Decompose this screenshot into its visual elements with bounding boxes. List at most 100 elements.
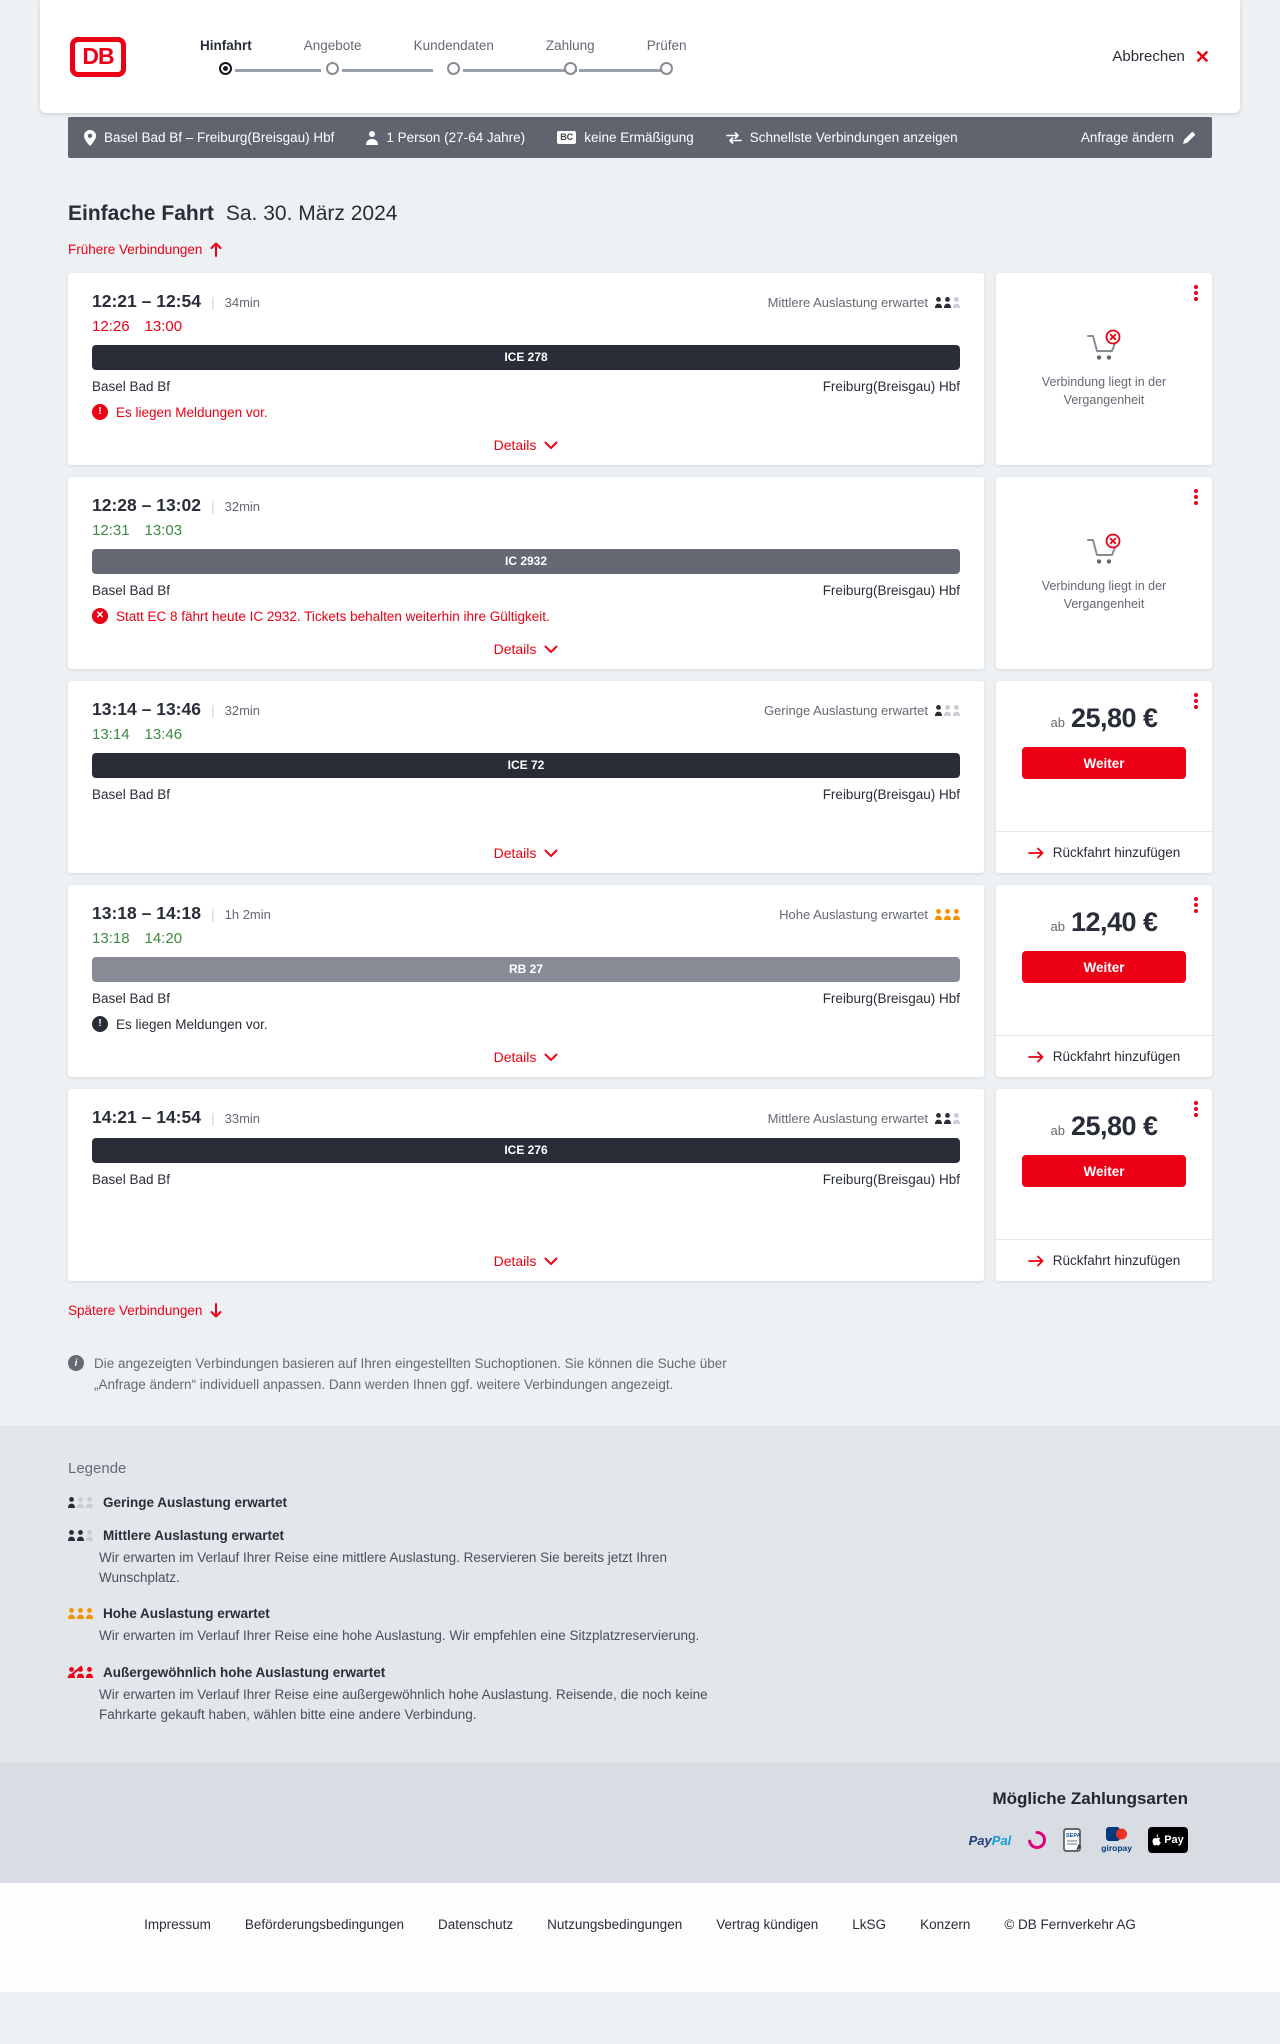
details-toggle[interactable]: Details xyxy=(494,629,559,657)
separator: | xyxy=(210,498,215,514)
discount-summary: BC keine Ermäßigung xyxy=(557,130,694,145)
realtime-time: 14:20 xyxy=(144,930,183,947)
earlier-connections-link[interactable]: Frühere Verbindungen xyxy=(68,242,222,257)
options-kebab-menu[interactable] xyxy=(1192,895,1200,915)
step-kundendaten[interactable]: Kundendaten xyxy=(388,38,578,75)
footer-link[interactable]: LkSG xyxy=(852,1917,887,1933)
connection-card[interactable]: 14:21 – 14:54 | 33min Mittlere Auslastun… xyxy=(68,1089,984,1281)
connection-message: ! Es liegen Meldungen vor. xyxy=(92,404,960,420)
arrow-right-icon xyxy=(1027,847,1044,858)
details-toggle[interactable]: Details xyxy=(494,833,559,861)
connection-message: ! Es liegen Meldungen vor. xyxy=(92,1016,960,1032)
add-return-button[interactable]: Rückfahrt hinzufügen xyxy=(996,1239,1212,1281)
destination-station: Freiburg(Breisgau) Hbf xyxy=(822,787,960,802)
footer-link[interactable]: Beförderungsbedingungen xyxy=(244,1917,405,1933)
destination-station: Freiburg(Breisgau) Hbf xyxy=(822,991,960,1006)
payment-methods: PayPal SEPA xyxy=(969,1827,1188,1854)
cancel-button[interactable]: Abbrechen ✕ xyxy=(1112,48,1210,66)
payment-section: Mögliche Zahlungsarten PayPal SEPA xyxy=(0,1763,1280,1884)
later-connections-link[interactable]: Spätere Verbindungen xyxy=(68,1303,222,1318)
weiter-button[interactable]: Weiter xyxy=(1022,747,1186,779)
train-label-bar: RB 27 xyxy=(92,957,960,982)
legend-item-title: Hohe Auslastung erwartet xyxy=(103,1606,270,1622)
connection-card[interactable]: 13:18 – 14:18 | 1h 2min Hohe Auslastung … xyxy=(68,885,984,1077)
separator: | xyxy=(210,294,215,310)
connection-card[interactable]: 13:14 – 13:46 | 32min Geringe Auslastung… xyxy=(68,681,984,873)
occupancy-low-icon xyxy=(68,1496,93,1508)
change-request-button[interactable]: Anfrage ändern xyxy=(1081,130,1196,145)
price-value: 12,40 € xyxy=(1070,907,1158,937)
sofort-swirl-icon xyxy=(1027,1830,1047,1850)
fastest-connections-toggle[interactable]: Schnellste Verbindungen anzeigen xyxy=(725,130,958,145)
step-prüfen[interactable]: Prüfen xyxy=(621,38,713,75)
price-value: 25,80 € xyxy=(1070,703,1158,733)
origin-station: Basel Bad Bf xyxy=(92,991,171,1006)
step-angebote[interactable]: Angebote xyxy=(278,38,434,75)
cross-circle-icon: ✕ xyxy=(92,608,108,624)
footer-link[interactable]: Konzern xyxy=(920,1917,971,1933)
giropay-logo: giropay xyxy=(1101,1827,1132,1853)
realtime-time: 13:18 xyxy=(92,930,130,947)
options-kebab-menu[interactable] xyxy=(1192,283,1200,303)
connection-times: 14:21 – 14:54 xyxy=(92,1107,201,1127)
footer-link[interactable]: Impressum xyxy=(144,1917,211,1933)
price-prefix: ab xyxy=(1050,919,1065,934)
price-prefix: ab xyxy=(1050,1123,1065,1138)
footer-link[interactable]: Datenschutz xyxy=(438,1917,514,1933)
location-pin-icon xyxy=(84,129,96,146)
step-hinfahrt[interactable]: Hinfahrt xyxy=(174,38,321,75)
details-toggle[interactable]: Details xyxy=(494,1037,559,1065)
past-connection-note: Verbindung liegt in der Vergangenheit xyxy=(996,273,1212,465)
footer-links: Impressum Beförderungsbedingungen Datensch… xyxy=(40,1917,1240,1932)
chevron-down-icon xyxy=(544,645,558,653)
separator: | xyxy=(210,1110,215,1126)
connection-card[interactable]: 12:21 – 12:54 | 34min Mittlere Auslastun… xyxy=(68,273,984,465)
footer-link[interactable]: Vertrag kündigen xyxy=(716,1917,819,1933)
db-logo[interactable]: DB xyxy=(70,36,126,77)
page-footer: Impressum Beförderungsbedingungen Datensch… xyxy=(0,1883,1280,1993)
realtime-time: 13:00 xyxy=(144,318,183,335)
weiter-button[interactable]: Weiter xyxy=(1022,951,1186,983)
legend-section: Legende Geringe Auslastung erwartet Mittl… xyxy=(0,1425,1280,1764)
connection-card[interactable]: 12:28 – 13:02 | 32min 12:31 13:03 IC 2932… xyxy=(68,477,984,669)
realtime-time: 12:26 xyxy=(92,318,130,335)
destination-station: Freiburg(Breisgau) Hbf xyxy=(822,379,960,394)
train-label-bar: ICE 72 xyxy=(92,753,960,778)
add-return-button[interactable]: Rückfahrt hinzufügen xyxy=(996,1035,1212,1077)
origin-station: Basel Bad Bf xyxy=(92,379,171,394)
page-title: Einfache Fahrt xyxy=(68,202,214,225)
occupancy-low-icon xyxy=(935,705,960,716)
connection-row: 13:14 – 13:46 | 32min Geringe Auslastung… xyxy=(68,681,1212,873)
details-toggle[interactable]: Details xyxy=(494,425,559,453)
connection-times: 12:28 – 13:02 xyxy=(92,495,201,515)
add-return-button[interactable]: Rückfahrt hinzufügen xyxy=(996,831,1212,873)
connection-side-panel: Verbindung liegt in der Vergangenheit xyxy=(996,477,1212,669)
legend-item-title: Außergewöhnlich hohe Auslastung erwartet xyxy=(103,1664,386,1680)
connection-side-panel: ab 25,80 € Weiter Rückfahrt hinzufügen xyxy=(996,1089,1212,1281)
connection-times: 13:18 – 14:18 xyxy=(92,903,201,923)
connection-side-panel: ab 25,80 € Weiter Rückfahrt hinzufügen xyxy=(996,681,1212,873)
close-icon: ✕ xyxy=(1194,46,1210,67)
legend-item-description: Wir erwarten im Verlauf Ihrer Reise eine… xyxy=(99,1628,700,1644)
arrow-up-icon xyxy=(210,242,222,257)
price-value: 25,80 € xyxy=(1070,1111,1158,1141)
weiter-button[interactable]: Weiter xyxy=(1022,1155,1186,1187)
options-kebab-menu[interactable] xyxy=(1192,487,1200,507)
connection-duration: 34min xyxy=(224,295,261,310)
occupancy-medium-icon xyxy=(935,1113,960,1124)
connection-row: 13:18 – 14:18 | 1h 2min Hohe Auslastung … xyxy=(68,885,1212,1077)
options-kebab-menu[interactable] xyxy=(1192,691,1200,711)
details-toggle[interactable]: Details xyxy=(494,1241,559,1269)
origin-station: Basel Bad Bf xyxy=(92,1172,171,1187)
cancel-label: Abbrechen xyxy=(1112,48,1185,65)
legend-item-medium: Mittlere Auslastung erwartet Wir erwarten… xyxy=(68,1528,1212,1589)
legend-item-description: Wir erwarten im Verlauf Ihrer Reise eine… xyxy=(99,1686,708,1722)
footer-link[interactable]: Nutzungsbedingungen xyxy=(547,1917,683,1933)
past-connection-note: Verbindung liegt in der Vergangenheit xyxy=(996,477,1212,669)
connection-duration: 1h 2min xyxy=(224,907,271,922)
apple-pay-badge: Pay xyxy=(1148,1827,1188,1854)
options-kebab-menu[interactable] xyxy=(1192,1099,1200,1119)
step-dot-icon xyxy=(326,62,340,75)
search-summary-bar: Basel Bad Bf – Freiburg(Breisgau) Hbf 1 … xyxy=(68,117,1212,158)
step-zahlung[interactable]: Zahlung xyxy=(520,38,662,75)
